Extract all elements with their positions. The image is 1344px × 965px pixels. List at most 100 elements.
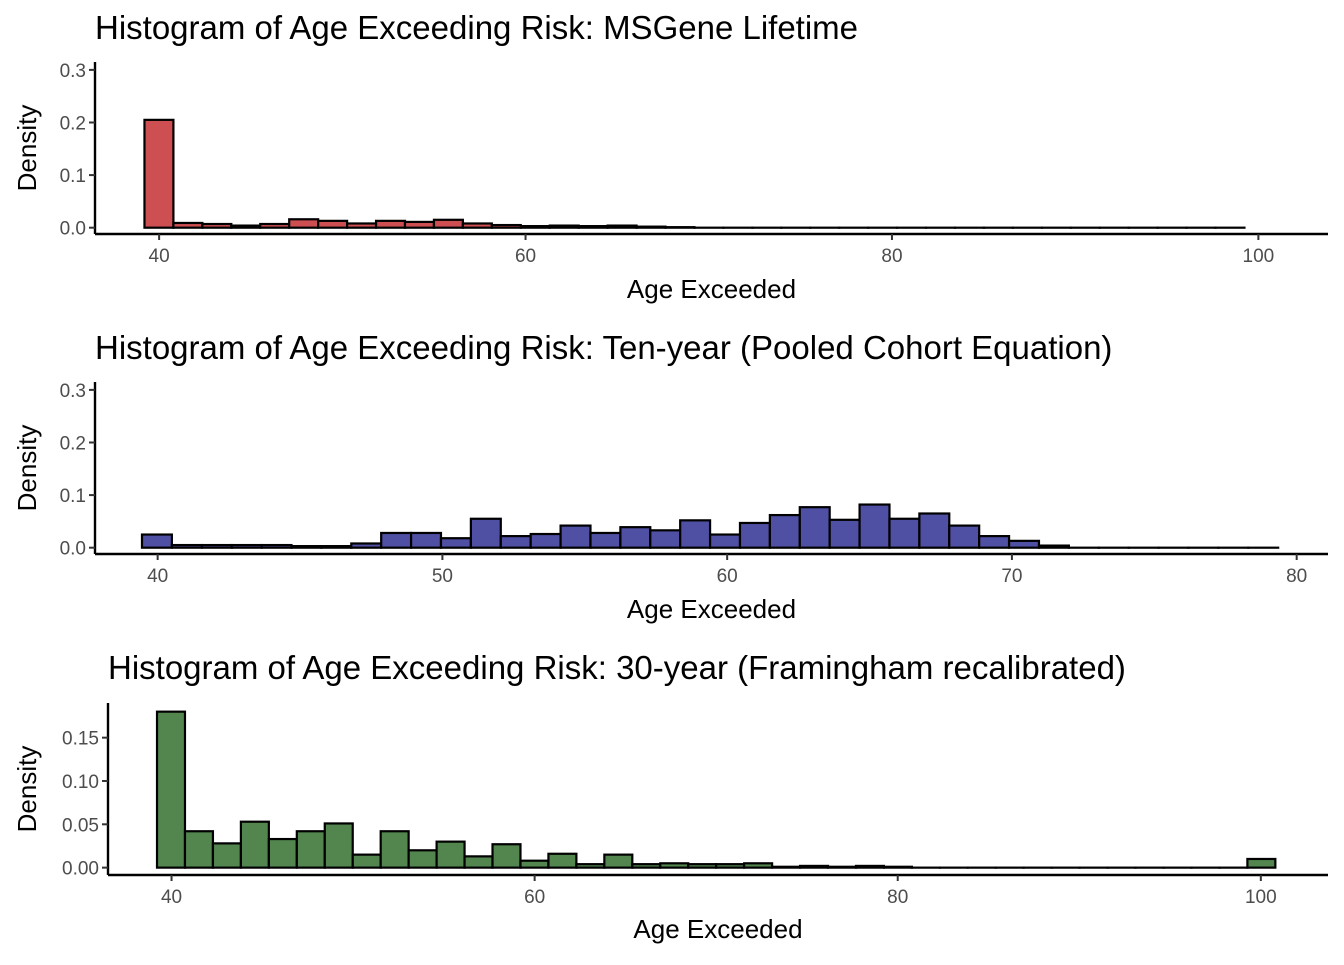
histogram-bar <box>318 221 347 228</box>
histogram-bar <box>770 515 800 548</box>
histogram-bar <box>919 513 949 547</box>
x-tick-label: 60 <box>515 246 536 267</box>
x-tick-label: 80 <box>1286 566 1307 587</box>
y-tick-label: 0.0 <box>60 219 86 240</box>
histogram-bar <box>465 856 493 867</box>
histogram-bar <box>405 222 434 228</box>
y-tick-label: 0.1 <box>60 166 86 187</box>
histogram-bar <box>297 831 325 867</box>
x-axis-title: Age Exceeded <box>627 274 796 304</box>
histogram-bar <box>269 839 297 868</box>
histogram-bar <box>860 505 890 548</box>
histogram-bar <box>381 533 411 548</box>
histogram-bar <box>409 850 437 867</box>
histogram-bar <box>441 538 471 547</box>
x-tick-label: 100 <box>1245 887 1277 908</box>
histogram-bar <box>660 863 688 867</box>
histogram-bar <box>620 527 650 548</box>
histogram-bar <box>590 533 620 548</box>
histogram-bar <box>142 535 172 548</box>
histogram-bar <box>291 546 321 548</box>
histogram-panel-1: Histogram of Age Exceeding Risk: MSGene … <box>12 9 1328 304</box>
y-axis-title: Density <box>12 105 42 192</box>
histogram-bar <box>520 861 548 868</box>
histogram-bar <box>884 867 912 868</box>
histogram-bar <box>1039 546 1069 548</box>
y-tick-label: 0.10 <box>62 772 99 793</box>
histogram-bar <box>800 866 828 868</box>
histogram-bar <box>463 223 492 227</box>
histogram-bar <box>202 545 232 548</box>
histogram-bar <box>550 226 579 228</box>
histogram-bar <box>949 526 979 548</box>
x-tick-label: 40 <box>161 887 182 908</box>
y-tick-label: 0.3 <box>60 61 86 82</box>
histogram-bar <box>202 224 231 228</box>
histogram-bar <box>262 545 292 548</box>
x-axis-title: Age Exceeded <box>633 914 802 944</box>
histogram-bar <box>144 120 173 228</box>
y-tick-label: 0.05 <box>62 815 99 836</box>
x-axis-title: Age Exceeded <box>627 594 796 624</box>
histogram-bar <box>231 226 260 228</box>
histogram-bar <box>828 867 856 868</box>
histogram-bar <box>604 855 632 868</box>
histogram-bar <box>321 546 351 548</box>
histogram-bar <box>289 219 318 227</box>
histogram-bar <box>632 864 660 867</box>
histogram-bar <box>650 530 680 547</box>
chart-title: Histogram of Age Exceeding Risk: 30-year… <box>108 649 1126 686</box>
histogram-bar <box>471 519 501 548</box>
histogram-bar <box>347 223 376 227</box>
histogram-bar <box>351 543 381 547</box>
x-tick-label: 40 <box>149 246 170 267</box>
histogram-bar <box>1247 859 1275 868</box>
y-tick-label: 0.1 <box>60 486 86 507</box>
histogram-bar <box>548 854 576 868</box>
x-tick-label: 60 <box>524 887 545 908</box>
y-tick-label: 0.00 <box>62 859 99 880</box>
histogram-bars <box>142 505 1278 548</box>
histogram-bar <box>710 535 740 548</box>
histogram-bar <box>381 831 409 867</box>
histogram-bar <box>232 545 262 548</box>
histogram-bar <box>579 226 608 228</box>
histogram-bar <box>185 831 213 867</box>
histogram-bar <box>353 855 381 868</box>
histogram-bar <box>666 227 695 228</box>
y-tick-label: 0.15 <box>62 729 99 750</box>
histogram-bar <box>376 221 405 228</box>
histogram-bar <box>688 864 716 867</box>
histogram-bar <box>830 520 860 548</box>
histogram-bar <box>531 534 561 548</box>
histogram-bar <box>576 864 604 867</box>
x-tick-label: 80 <box>881 246 902 267</box>
histogram-bars <box>144 120 1244 228</box>
histogram-bar <box>637 227 666 228</box>
histogram-bar <box>856 866 884 868</box>
histogram-bar <box>521 226 550 228</box>
y-tick-label: 0.3 <box>60 381 86 402</box>
histogram-bar <box>325 823 353 867</box>
histogram-bar <box>437 842 465 868</box>
histogram-bar <box>772 867 800 868</box>
histogram-bar <box>501 536 531 548</box>
histogram-bar <box>740 523 770 548</box>
y-tick-label: 0.0 <box>60 539 86 560</box>
x-tick-label: 50 <box>432 566 453 587</box>
histogram-bar <box>716 864 744 867</box>
histogram-bar <box>173 223 202 228</box>
histogram-bar <box>979 536 1009 548</box>
histogram-bar <box>434 220 463 228</box>
x-tick-label: 70 <box>1001 566 1022 587</box>
histogram-bar <box>411 533 441 548</box>
histogram-bar <box>561 526 591 548</box>
x-tick-label: 100 <box>1243 246 1275 267</box>
histogram-bar <box>241 822 269 868</box>
histogram-bar <box>608 226 637 228</box>
histogram-bar <box>1009 541 1039 548</box>
histogram-bar <box>493 844 521 867</box>
histogram-bars <box>157 712 1275 868</box>
histogram-bar <box>492 225 521 228</box>
